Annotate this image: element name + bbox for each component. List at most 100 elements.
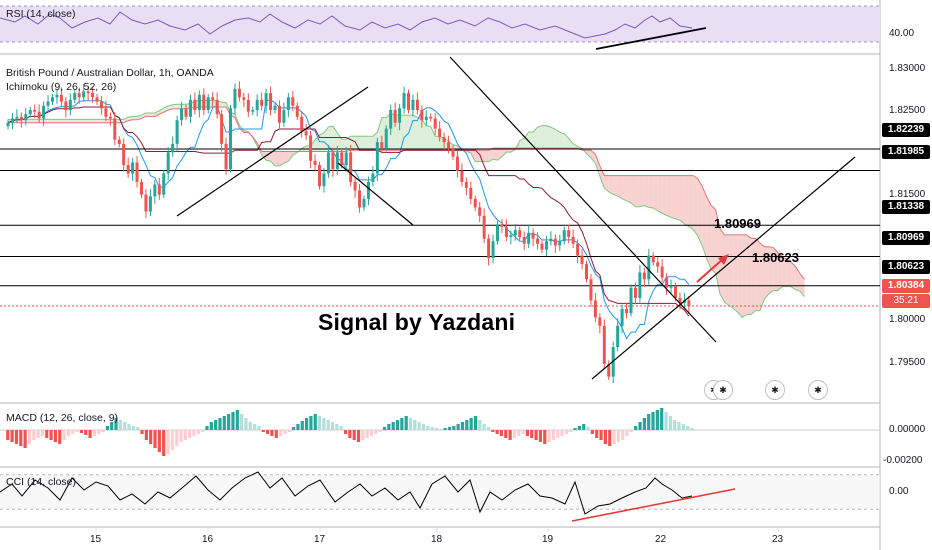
candle [665, 277, 669, 288]
macd-bar [369, 430, 374, 436]
candle [42, 105, 46, 119]
candle [326, 152, 330, 174]
candle [585, 264, 588, 280]
macd-bar [569, 430, 573, 432]
kumo-segment [733, 234, 738, 313]
macd-bar [110, 422, 114, 430]
candle [429, 116, 433, 119]
kumo-segment [79, 119, 84, 123]
kumo-segment [141, 112, 146, 119]
candle [153, 184, 157, 197]
kijun-line [7, 106, 690, 317]
macd-bar [300, 421, 304, 430]
candle [269, 93, 273, 111]
kumo-segment [501, 148, 507, 157]
candle [527, 232, 531, 244]
candle [171, 143, 175, 153]
macd-bar [434, 428, 439, 430]
candle [131, 162, 135, 174]
kumo-segment [720, 228, 725, 302]
macd-bar [53, 430, 58, 442]
macd-bar [157, 430, 161, 452]
kumo-segment [404, 115, 409, 151]
kumo-segment [221, 102, 227, 108]
candle [549, 238, 553, 242]
candle [211, 97, 215, 100]
macd-bar [118, 420, 122, 430]
macd-bar [673, 420, 677, 430]
macd-bar [543, 430, 547, 444]
kumo-segment [39, 119, 44, 123]
kumo-segment [74, 119, 80, 123]
kumo-segment [746, 234, 752, 315]
candle [46, 101, 50, 106]
macd-bar [222, 416, 226, 430]
candle [629, 287, 633, 314]
kumo-segment [172, 104, 178, 109]
candle [233, 88, 237, 109]
macd-bar [382, 427, 387, 430]
candle [447, 142, 451, 149]
kumo-segment [648, 175, 654, 208]
macd-bar [512, 430, 517, 438]
kumo-segment [52, 119, 57, 123]
macd-bar [439, 429, 443, 430]
macd-bar [638, 422, 642, 430]
macd-bar [274, 430, 278, 438]
macd-bar [101, 430, 105, 432]
kumo-segment [426, 125, 431, 151]
candle [224, 143, 228, 170]
kumo-segment [760, 243, 765, 311]
macd-bar [521, 430, 525, 434]
candle [122, 143, 126, 166]
kumo-segment [417, 117, 422, 151]
candle [175, 120, 179, 144]
kumo-segment [279, 151, 284, 166]
kumo-segment [586, 150, 591, 158]
macd-bar [668, 416, 672, 430]
macd-bar [608, 430, 612, 446]
macd-bar [499, 430, 504, 436]
candle [407, 93, 410, 111]
kumo-segment [430, 126, 436, 151]
candle [647, 255, 651, 280]
uk-flag-icon[interactable]: ✱ [808, 380, 828, 400]
kumo-segment [61, 119, 66, 123]
candle [633, 287, 637, 298]
macd-tick-1: 0.00000 [889, 424, 926, 435]
macd-bar [486, 427, 491, 430]
candle [438, 128, 442, 138]
macd-bar [348, 430, 352, 438]
candle [513, 230, 517, 236]
candle [180, 108, 184, 121]
kumo-segment [65, 119, 71, 123]
macd-bar [266, 430, 270, 434]
candle [473, 198, 477, 208]
macd-bar [374, 430, 378, 434]
macd-bar [58, 430, 62, 444]
macd-bar [144, 430, 148, 440]
macd-bar [114, 418, 118, 430]
uk-flag-icon[interactable]: ✱ [713, 380, 733, 400]
macd-bar [547, 430, 551, 442]
rsi-trendline [595, 27, 707, 50]
au-flag-icon[interactable]: ✱ [765, 380, 785, 400]
cci-axis-tick: 0.00 [889, 486, 909, 497]
candle [536, 238, 540, 244]
candle [375, 142, 379, 174]
macd-bar [123, 422, 127, 430]
macd-bar [356, 430, 361, 442]
candle [402, 93, 406, 109]
macd-bar [49, 430, 53, 440]
macd-bar [404, 416, 408, 430]
candle [433, 118, 437, 129]
kumo-segment [631, 175, 636, 207]
kumo-segment [435, 136, 440, 151]
candle [687, 300, 691, 307]
candle [117, 139, 121, 144]
candle [99, 101, 103, 109]
price-tick-2: 1.82500 [889, 105, 926, 116]
macd-bar [343, 430, 348, 434]
candle [504, 226, 508, 237]
